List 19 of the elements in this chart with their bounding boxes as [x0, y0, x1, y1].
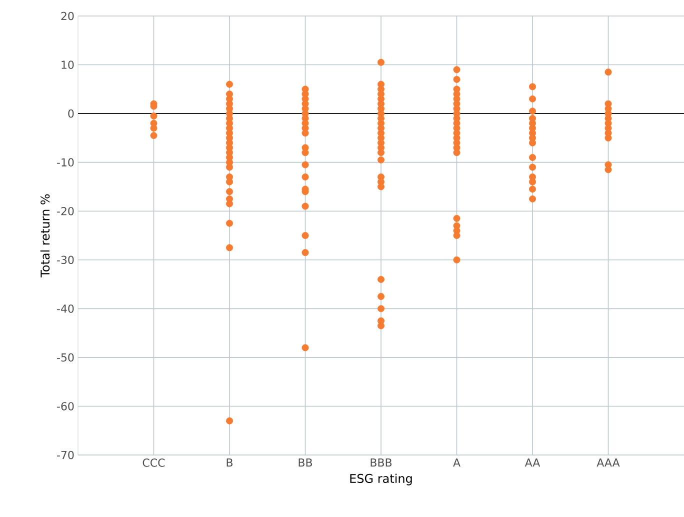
y-tick-label: -10 [57, 158, 74, 166]
x-tick-label: AA [524, 458, 540, 467]
y-tick-label: 20 [61, 12, 74, 20]
y-axis-title: Total return % [40, 194, 50, 278]
x-tick-label: B [226, 458, 232, 467]
y-tick-label: 10 [62, 60, 74, 69]
y-tick-label: -40 [57, 304, 74, 313]
y-tick-label: -70 [57, 450, 74, 460]
y-tick-label: 0 [68, 109, 74, 118]
x-tick-label: BBB [370, 458, 392, 467]
x-tick-label: A [453, 458, 460, 467]
y-tick-label: -30 [57, 256, 74, 264]
y-tick-label: -20 [57, 206, 74, 216]
x-tick-label: BB [298, 458, 312, 467]
x-axis-title: ESG rating [350, 474, 412, 486]
x-tick-label: AAA [596, 458, 620, 467]
y-tick-label: -50 [57, 353, 74, 362]
y-tick-label: -60 [57, 402, 74, 410]
x-tick-label: CCC [142, 458, 165, 467]
